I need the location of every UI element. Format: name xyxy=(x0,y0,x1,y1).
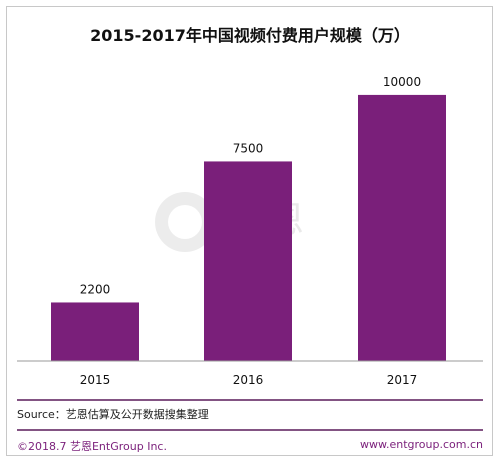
data-label-2017: 10000 xyxy=(383,75,421,89)
bar-2015 xyxy=(51,302,139,361)
data-label-2016: 7500 xyxy=(233,141,264,155)
entgroup-logo-inner xyxy=(168,205,202,239)
bar-2016 xyxy=(204,161,292,361)
bar-2017 xyxy=(358,94,446,362)
x-tick-label-2017: 2017 xyxy=(387,373,418,387)
entgroup-logo-icon xyxy=(155,192,215,252)
footer-copyright: ©2018.7 艺恩EntGroup Inc. xyxy=(17,440,167,453)
source-note: Source：艺恩估算及公开数据搜集整理 xyxy=(17,408,209,421)
x-tick-label-2015: 2015 xyxy=(80,373,111,387)
data-label-2015: 2200 xyxy=(80,282,111,296)
x-tick-labels: 2015 2016 2017 xyxy=(80,373,418,387)
bars-layer xyxy=(51,94,446,362)
footer-website: www.entgroup.com.cn xyxy=(360,438,483,451)
x-tick-label-2016: 2016 xyxy=(233,373,264,387)
labels-layer: 2200 7500 10000 xyxy=(80,75,421,297)
chart-title: 2015-2017年中国视频付费用户规模（万） xyxy=(90,26,410,45)
